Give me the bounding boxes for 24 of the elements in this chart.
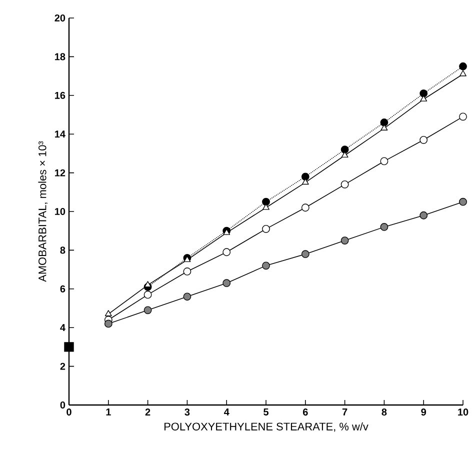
y-tick-label: 4 xyxy=(60,324,66,332)
x-tick-label: 0 xyxy=(66,408,72,416)
x-tick-label: 10 xyxy=(458,408,468,416)
y-tick-label: 8 xyxy=(60,246,66,254)
x-axis-title: POLYOXYETHYLENE STEARATE, % w/v xyxy=(164,422,368,432)
y-tick-label: 12 xyxy=(55,169,66,176)
y-tick-label: 6 xyxy=(60,285,66,292)
y-tick-label: 18 xyxy=(55,53,66,60)
x-tick-label: 2 xyxy=(145,408,150,416)
x-tick-label: 4 xyxy=(224,408,230,416)
y-tick-label: 10 xyxy=(55,208,66,216)
x-tick-label: 9 xyxy=(421,408,426,416)
x-tick-label: 6 xyxy=(302,408,308,416)
x-tick-label: 3 xyxy=(184,408,190,416)
x-tick-label: 8 xyxy=(382,408,387,416)
x-tick-label: 5 xyxy=(264,408,268,416)
x-tick-label: 1 xyxy=(106,408,111,416)
y-tick-label: 0 xyxy=(60,401,66,409)
y-tick-label: 16 xyxy=(55,92,66,99)
y-tick-label: 14 xyxy=(55,130,66,138)
y-tick-label: 20 xyxy=(54,14,66,22)
x-tick-label: 7 xyxy=(342,408,348,416)
y-axis-title: AMOBARBITAL, moles × 10³ xyxy=(38,141,48,282)
y-tick-label: 2 xyxy=(60,362,66,370)
